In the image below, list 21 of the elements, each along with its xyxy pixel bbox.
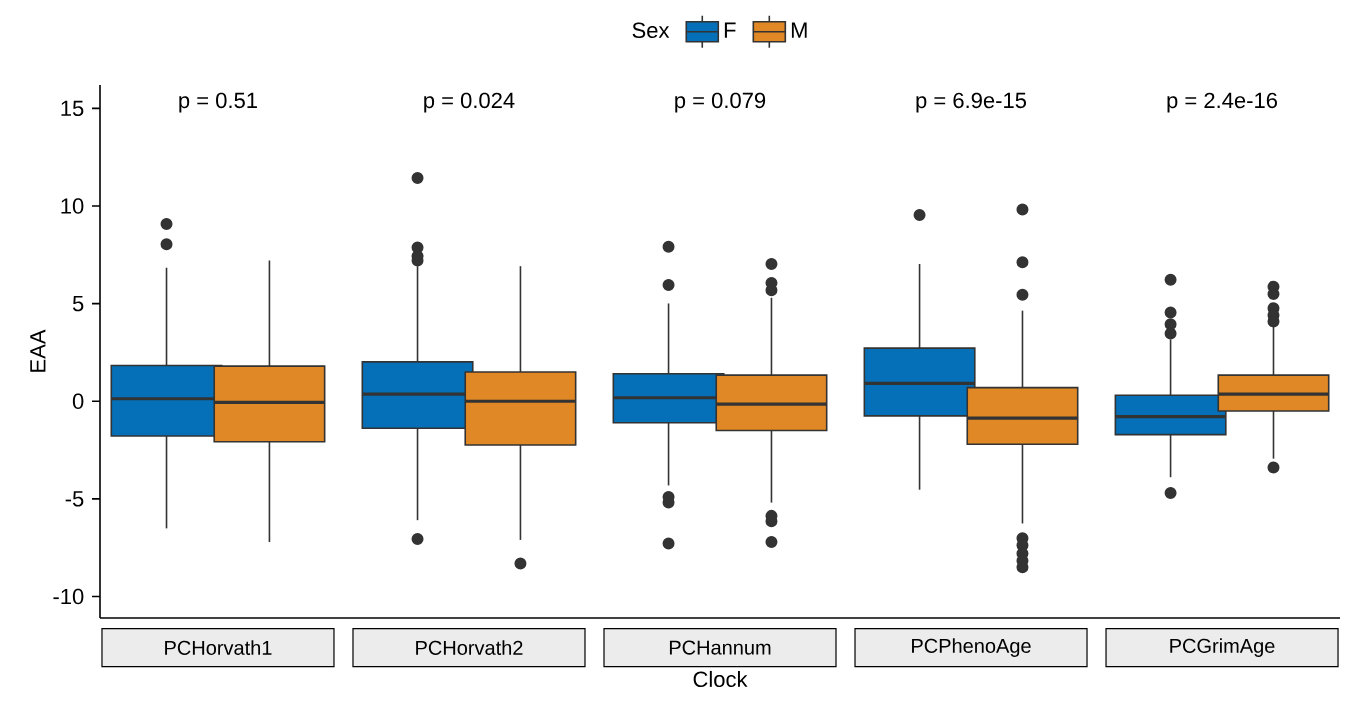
- annotation: p = 0.079: [675, 92, 766, 113]
- x-tick-label: PCHorvath1: [165, 640, 272, 655]
- y-tick-label: 0: [72, 393, 84, 410]
- y-tick-label: 10: [61, 198, 84, 214]
- y-tick-label: 15: [61, 100, 84, 117]
- legend-label: M: [791, 22, 807, 38]
- x-tick-label: PCHorvath2: [416, 640, 523, 655]
- annotation: p = 2.4e-16: [1167, 92, 1277, 113]
- legend-title: Sex: [632, 22, 670, 39]
- x-tick-label: PCHannum: [669, 640, 771, 655]
- x-axis-title: Clock: [693, 670, 748, 688]
- y-tick-label: -10: [53, 588, 84, 605]
- y-tick-label: -5: [65, 491, 84, 507]
- x-tick-label: PCPhenoAge: [912, 638, 1031, 657]
- y-axis-title: EAA: [30, 329, 46, 372]
- x-tick-label: PCGrimAge: [1170, 638, 1275, 657]
- annotation: p = 0.51: [179, 92, 257, 113]
- annotation: p = 0.024: [424, 92, 515, 113]
- annotation: p = 6.9e-15: [916, 92, 1027, 113]
- y-tick-label: 5: [72, 295, 84, 312]
- legend-label: F: [724, 22, 736, 38]
